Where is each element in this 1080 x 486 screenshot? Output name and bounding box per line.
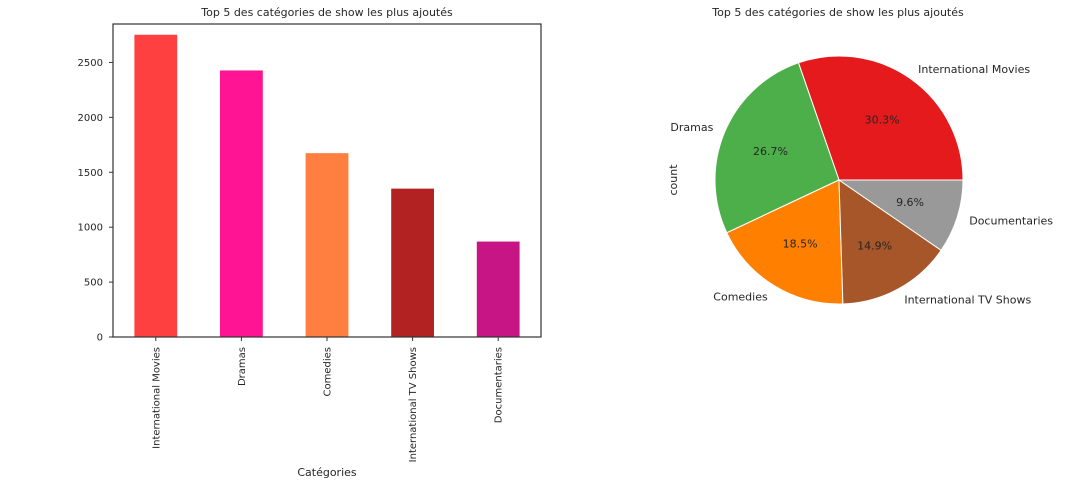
bar-y-tick-label: 500 bbox=[84, 278, 103, 289]
pie-slice-international-tv-shows bbox=[838, 179, 942, 305]
bar-series bbox=[134, 34, 520, 338]
bar-y-tick-label: 1000 bbox=[78, 223, 103, 234]
pie-slices bbox=[714, 55, 964, 305]
bar-y-tick-label: 1500 bbox=[78, 168, 103, 179]
bar-x-tick-label: Documentaries bbox=[494, 347, 505, 423]
bar-y-tick-label: 2500 bbox=[78, 58, 103, 69]
pie-chart: Top 5 des catégories de show les plus aj… bbox=[667, 6, 1053, 307]
pie-pct-label: 26.7% bbox=[753, 145, 788, 158]
bar-x-tick-label: Comedies bbox=[323, 347, 334, 396]
bar-international-tv-shows bbox=[391, 188, 434, 337]
bar-y-tick-label: 0 bbox=[97, 333, 103, 344]
bar-y-axis: 0 500 1000 1500 2000 2500 bbox=[78, 58, 113, 344]
bar-x-axis: International Movies Dramas Comedies Intern… bbox=[151, 337, 505, 462]
bar-x-axis-label: Catégories bbox=[297, 466, 357, 479]
bar-dramas bbox=[220, 70, 263, 338]
pie-y-axis-label: count bbox=[667, 164, 680, 196]
bar-x-tick-label: International TV Shows bbox=[408, 347, 419, 462]
pie-slice-international-movies bbox=[797, 55, 964, 181]
bar-chart-title: Top 5 des catégories de show les plus aj… bbox=[200, 6, 453, 19]
pie-slice-comedies bbox=[726, 179, 844, 305]
bar-chart: Top 5 des catégories de show les plus aj… bbox=[78, 6, 542, 479]
pie-slice-documentaries bbox=[837, 179, 964, 252]
bar-documentaries bbox=[476, 241, 520, 337]
pie-labels: 30.3% International Movies 26.7% Dramas 18.5… bbox=[670, 63, 1053, 307]
pie-pct-label: 9.6% bbox=[896, 196, 924, 209]
bar-international-movies bbox=[134, 34, 178, 337]
pie-category-label: International Movies bbox=[918, 63, 1030, 76]
pie-pct-label: 14.9% bbox=[857, 239, 892, 252]
bar-x-tick-label: International Movies bbox=[151, 347, 162, 449]
pie-category-label: Comedies bbox=[713, 290, 768, 303]
pie-category-label: Dramas bbox=[670, 121, 713, 134]
pie-chart-title: Top 5 des catégories de show les plus aj… bbox=[711, 6, 964, 19]
bar-comedies bbox=[305, 153, 349, 337]
pie-slice-dramas bbox=[714, 62, 840, 234]
pie-category-label: Documentaries bbox=[969, 215, 1053, 228]
pie-pct-label: 30.3% bbox=[865, 113, 900, 126]
pie-category-label: International TV Shows bbox=[904, 294, 1031, 307]
pie-pct-label: 18.5% bbox=[783, 237, 818, 250]
bar-y-tick-label: 2000 bbox=[78, 113, 103, 124]
bar-x-tick-label: Dramas bbox=[237, 347, 248, 386]
